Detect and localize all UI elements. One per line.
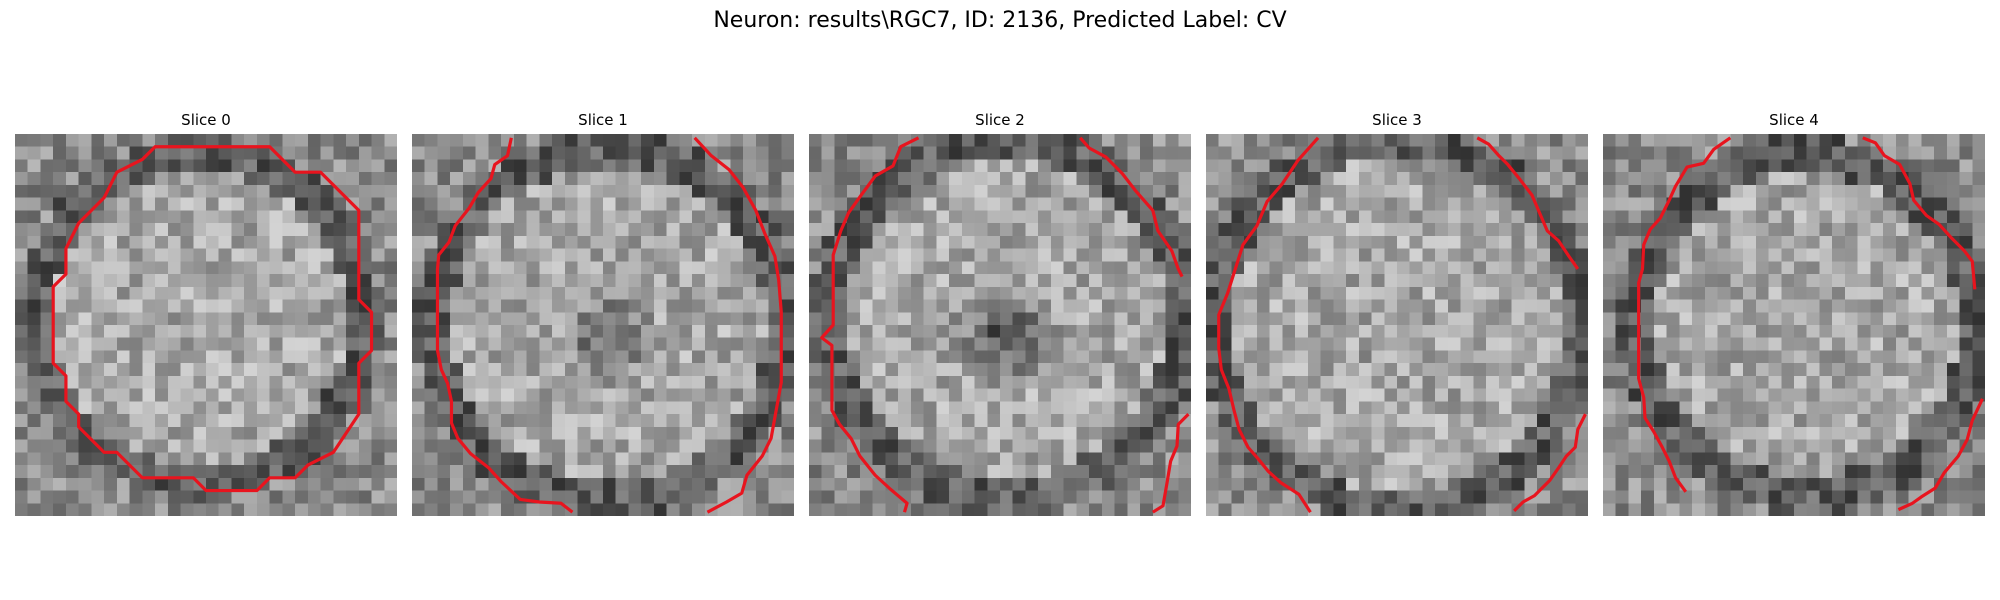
slice-panel-0: Slice 0 bbox=[15, 110, 397, 516]
slice-panel-1: Slice 1 bbox=[412, 110, 794, 516]
slice-title: Slice 4 bbox=[1769, 111, 1819, 129]
slice-image bbox=[809, 134, 1191, 516]
slice-title: Slice 2 bbox=[975, 111, 1025, 129]
slice-image bbox=[1206, 134, 1588, 516]
slice-title: Slice 0 bbox=[181, 111, 231, 129]
slice-panel-4: Slice 4 bbox=[1603, 110, 1985, 516]
slice-image bbox=[15, 134, 397, 516]
figure-title: Neuron: results\RGC7, ID: 2136, Predicte… bbox=[713, 8, 1287, 33]
slice-panel-3: Slice 3 bbox=[1206, 110, 1588, 516]
slice-panel-2: Slice 2 bbox=[809, 110, 1191, 516]
slice-title: Slice 1 bbox=[578, 111, 628, 129]
slice-image bbox=[1603, 134, 1985, 516]
slice-image bbox=[412, 134, 794, 516]
slice-title: Slice 3 bbox=[1372, 111, 1422, 129]
